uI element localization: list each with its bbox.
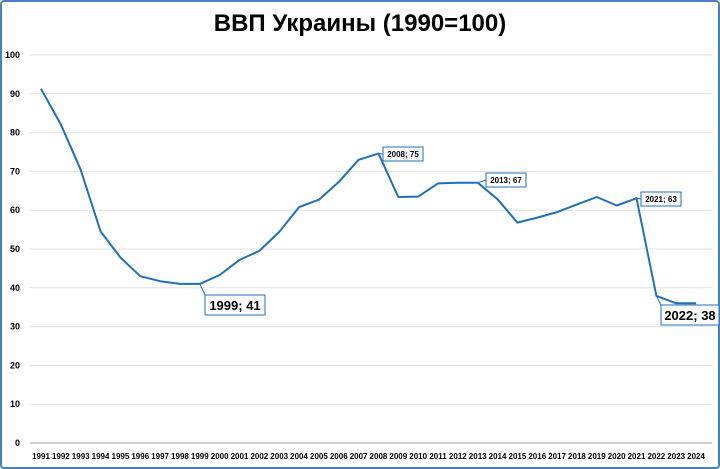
x-tick-label: 1999 (191, 452, 209, 461)
data-label: 2013; 67 (490, 176, 522, 185)
data-label: 2022; 38 (664, 308, 715, 323)
data-label: 2021; 63 (645, 195, 677, 204)
x-tick-label: 2003 (270, 452, 288, 461)
y-tick-label: 90 (10, 89, 20, 99)
callout-leader (636, 197, 642, 200)
x-tick-label: 2023 (667, 452, 685, 461)
x-tick-label: 2020 (608, 452, 626, 461)
x-tick-label: 2022 (647, 452, 665, 461)
y-tick-label: 70 (10, 166, 20, 176)
y-tick-label: 50 (10, 244, 20, 254)
y-tick-label: 100 (5, 50, 20, 60)
x-tick-label: 2017 (548, 452, 566, 461)
x-tick-label: 2013 (469, 452, 487, 461)
x-tick-label: 2002 (250, 452, 268, 461)
x-tick-label: 2007 (350, 452, 368, 461)
x-tick-label: 2012 (449, 452, 467, 461)
x-tick-label: 1996 (131, 452, 149, 461)
data-label: 1999; 41 (209, 298, 260, 313)
series-line (40, 88, 697, 305)
x-tick-label: 2010 (409, 452, 427, 461)
y-tick-label: 60 (10, 205, 20, 215)
x-tick-label: 2021 (628, 452, 646, 461)
y-tick-label: 40 (10, 283, 20, 293)
chart-title: ВВП Украины (1990=100) (213, 10, 507, 37)
x-tick-label: 1995 (112, 452, 130, 461)
y-tick-label: 0 (15, 438, 20, 448)
x-tick-label: 2014 (489, 452, 507, 461)
y-tick-label: 10 (10, 399, 20, 409)
data-label: 2008; 75 (387, 150, 419, 159)
x-tick-label: 1998 (171, 452, 189, 461)
y-tick-label: 20 (10, 360, 20, 370)
y-tick-label: 80 (10, 128, 20, 138)
callout-box (204, 294, 266, 316)
callout-box (660, 304, 720, 326)
x-tick-label: 2000 (211, 452, 229, 461)
x-tick-label: 2015 (509, 452, 527, 461)
callout-box (485, 172, 527, 188)
x-tick-label: 1997 (151, 452, 169, 461)
x-tick-label: 1994 (92, 452, 110, 461)
callout-box (382, 146, 424, 162)
x-tick-label: 2009 (389, 452, 407, 461)
x-tick-label: 2008 (370, 452, 388, 461)
x-tick-label: 2011 (429, 452, 447, 461)
x-tick-label: 2024 (687, 452, 705, 461)
callout-leader (199, 283, 265, 296)
x-tick-label: 2019 (588, 452, 606, 461)
x-tick-label: 2004 (290, 452, 308, 461)
x-tick-label: 2016 (528, 452, 546, 461)
x-tick-label: 1993 (72, 452, 90, 461)
x-tick-label: 1991 (32, 452, 50, 461)
y-tick-label: 30 (10, 322, 20, 332)
x-tick-label: 2005 (310, 452, 328, 461)
x-tick-label: 2001 (231, 452, 249, 461)
x-tick-label: 1992 (52, 452, 70, 461)
x-tick-label: 2006 (330, 452, 348, 461)
callout-box (640, 191, 682, 207)
callout-leader (477, 179, 487, 184)
callout-leader (655, 295, 662, 306)
x-tick-label: 2018 (568, 452, 586, 461)
